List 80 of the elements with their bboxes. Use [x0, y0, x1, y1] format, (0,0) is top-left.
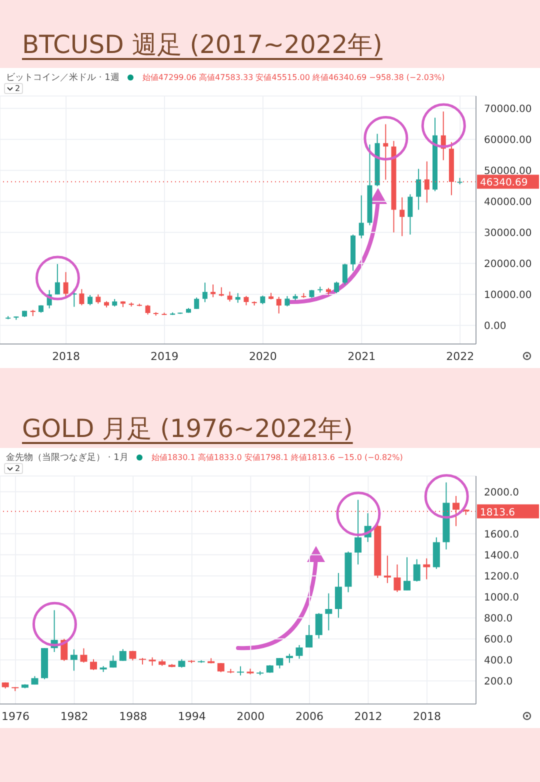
y-tick-label: 10000.00	[484, 290, 532, 301]
candlestick	[315, 612, 322, 640]
candlestick	[63, 272, 68, 298]
y-tick-label: 1000.0	[484, 592, 519, 604]
chart-title: BTCUSD 週足 (2017~2022年)	[22, 29, 382, 61]
x-tick-label: 2012	[354, 710, 382, 723]
y-tick-label: 0.00	[484, 320, 506, 332]
x-tick-label: 1976	[2, 710, 30, 723]
candlestick	[404, 556, 411, 591]
candlestick	[286, 653, 293, 664]
x-tick-label: 2021	[348, 350, 376, 363]
candlestick	[210, 284, 216, 298]
text: 2	[15, 84, 20, 93]
ref-line-label: 46340.69	[480, 178, 528, 189]
x-tick-label: 1994	[178, 710, 206, 723]
candlestick	[79, 288, 84, 306]
y-tick-label: 50000.00	[484, 166, 532, 177]
y-tick-label: 600.0	[484, 634, 513, 646]
text: 始値47299.06 高値47583.33 安値45515.00 終値46340.69 −958.38 (−2.03%)	[142, 72, 445, 83]
candlestick	[354, 499, 362, 565]
ref-line-label: 1813.6	[480, 507, 515, 518]
candlestick	[88, 294, 93, 306]
x-tick-label: 2018	[52, 350, 80, 363]
candlestick	[334, 281, 340, 294]
candlestick	[80, 648, 88, 664]
y-tick-label: 60000.00	[484, 134, 532, 146]
candlestick	[342, 263, 348, 285]
candlestick	[284, 296, 290, 307]
candlestick	[70, 648, 78, 672]
y-tick-label: 800.0	[484, 613, 513, 624]
text: 2	[15, 464, 20, 473]
candlestick	[119, 648, 126, 662]
candlestick	[96, 294, 101, 304]
candlestick	[325, 592, 332, 631]
candlestick	[227, 291, 232, 302]
y-tick-label: 2000.0	[484, 487, 519, 498]
candlestick	[235, 292, 240, 304]
y-tick-label: 30000.00	[484, 228, 532, 239]
candlestick	[90, 658, 98, 671]
x-tick-label: 2006	[295, 710, 324, 723]
text: 金先物（当限つなぎ足） · 1月	[6, 452, 128, 464]
candlestick	[244, 295, 249, 306]
y-tick-label: 200.0	[484, 676, 513, 688]
x-tick-label: 2000	[236, 710, 265, 723]
candlestick	[202, 282, 208, 303]
candlestick	[276, 658, 284, 669]
candlestick	[194, 297, 200, 310]
text: 始値1830.1 高値1833.0 安値1798.1 終値1813.6 −15.0 (−0.82%)	[151, 452, 403, 463]
candlestick	[145, 304, 150, 316]
y-tick-label: 70000.00	[484, 104, 532, 115]
text: ビットコイン／米ドル · 1週	[6, 72, 120, 84]
candlestick	[408, 194, 413, 236]
candlestick	[394, 564, 401, 592]
y-tick-label: 20000.00	[484, 258, 532, 270]
chart-title: GOLD 月足 (1976~2022年)	[22, 413, 353, 445]
x-tick-label: 1988	[119, 710, 148, 723]
candlestick	[358, 194, 364, 239]
y-tick-label: 1400.0	[484, 550, 519, 562]
candlestick	[383, 124, 388, 180]
candlestick	[384, 555, 391, 584]
y-tick-label: 40000.00	[484, 196, 532, 208]
candlestick	[306, 624, 313, 648]
candlestick	[217, 662, 224, 673]
candlestick	[296, 644, 303, 660]
y-tick-label: 400.0	[484, 655, 513, 666]
candlestick	[54, 264, 60, 295]
candlestick	[413, 558, 420, 582]
x-tick-label: 2019	[150, 350, 179, 363]
candlestick	[236, 666, 244, 676]
candlestick	[110, 654, 117, 668]
x-tick-label: 2022	[446, 350, 474, 363]
x-tick-label: 2020	[248, 350, 277, 363]
candlestick	[416, 168, 422, 210]
candlestick	[334, 572, 342, 618]
y-tick-label: 1600.0	[484, 529, 519, 540]
candlestick	[400, 196, 405, 237]
candlestick	[276, 296, 282, 314]
y-tick-label: 1200.0	[484, 571, 519, 582]
x-tick-label: 1982	[60, 710, 88, 723]
x-tick-label: 2018	[413, 710, 442, 723]
